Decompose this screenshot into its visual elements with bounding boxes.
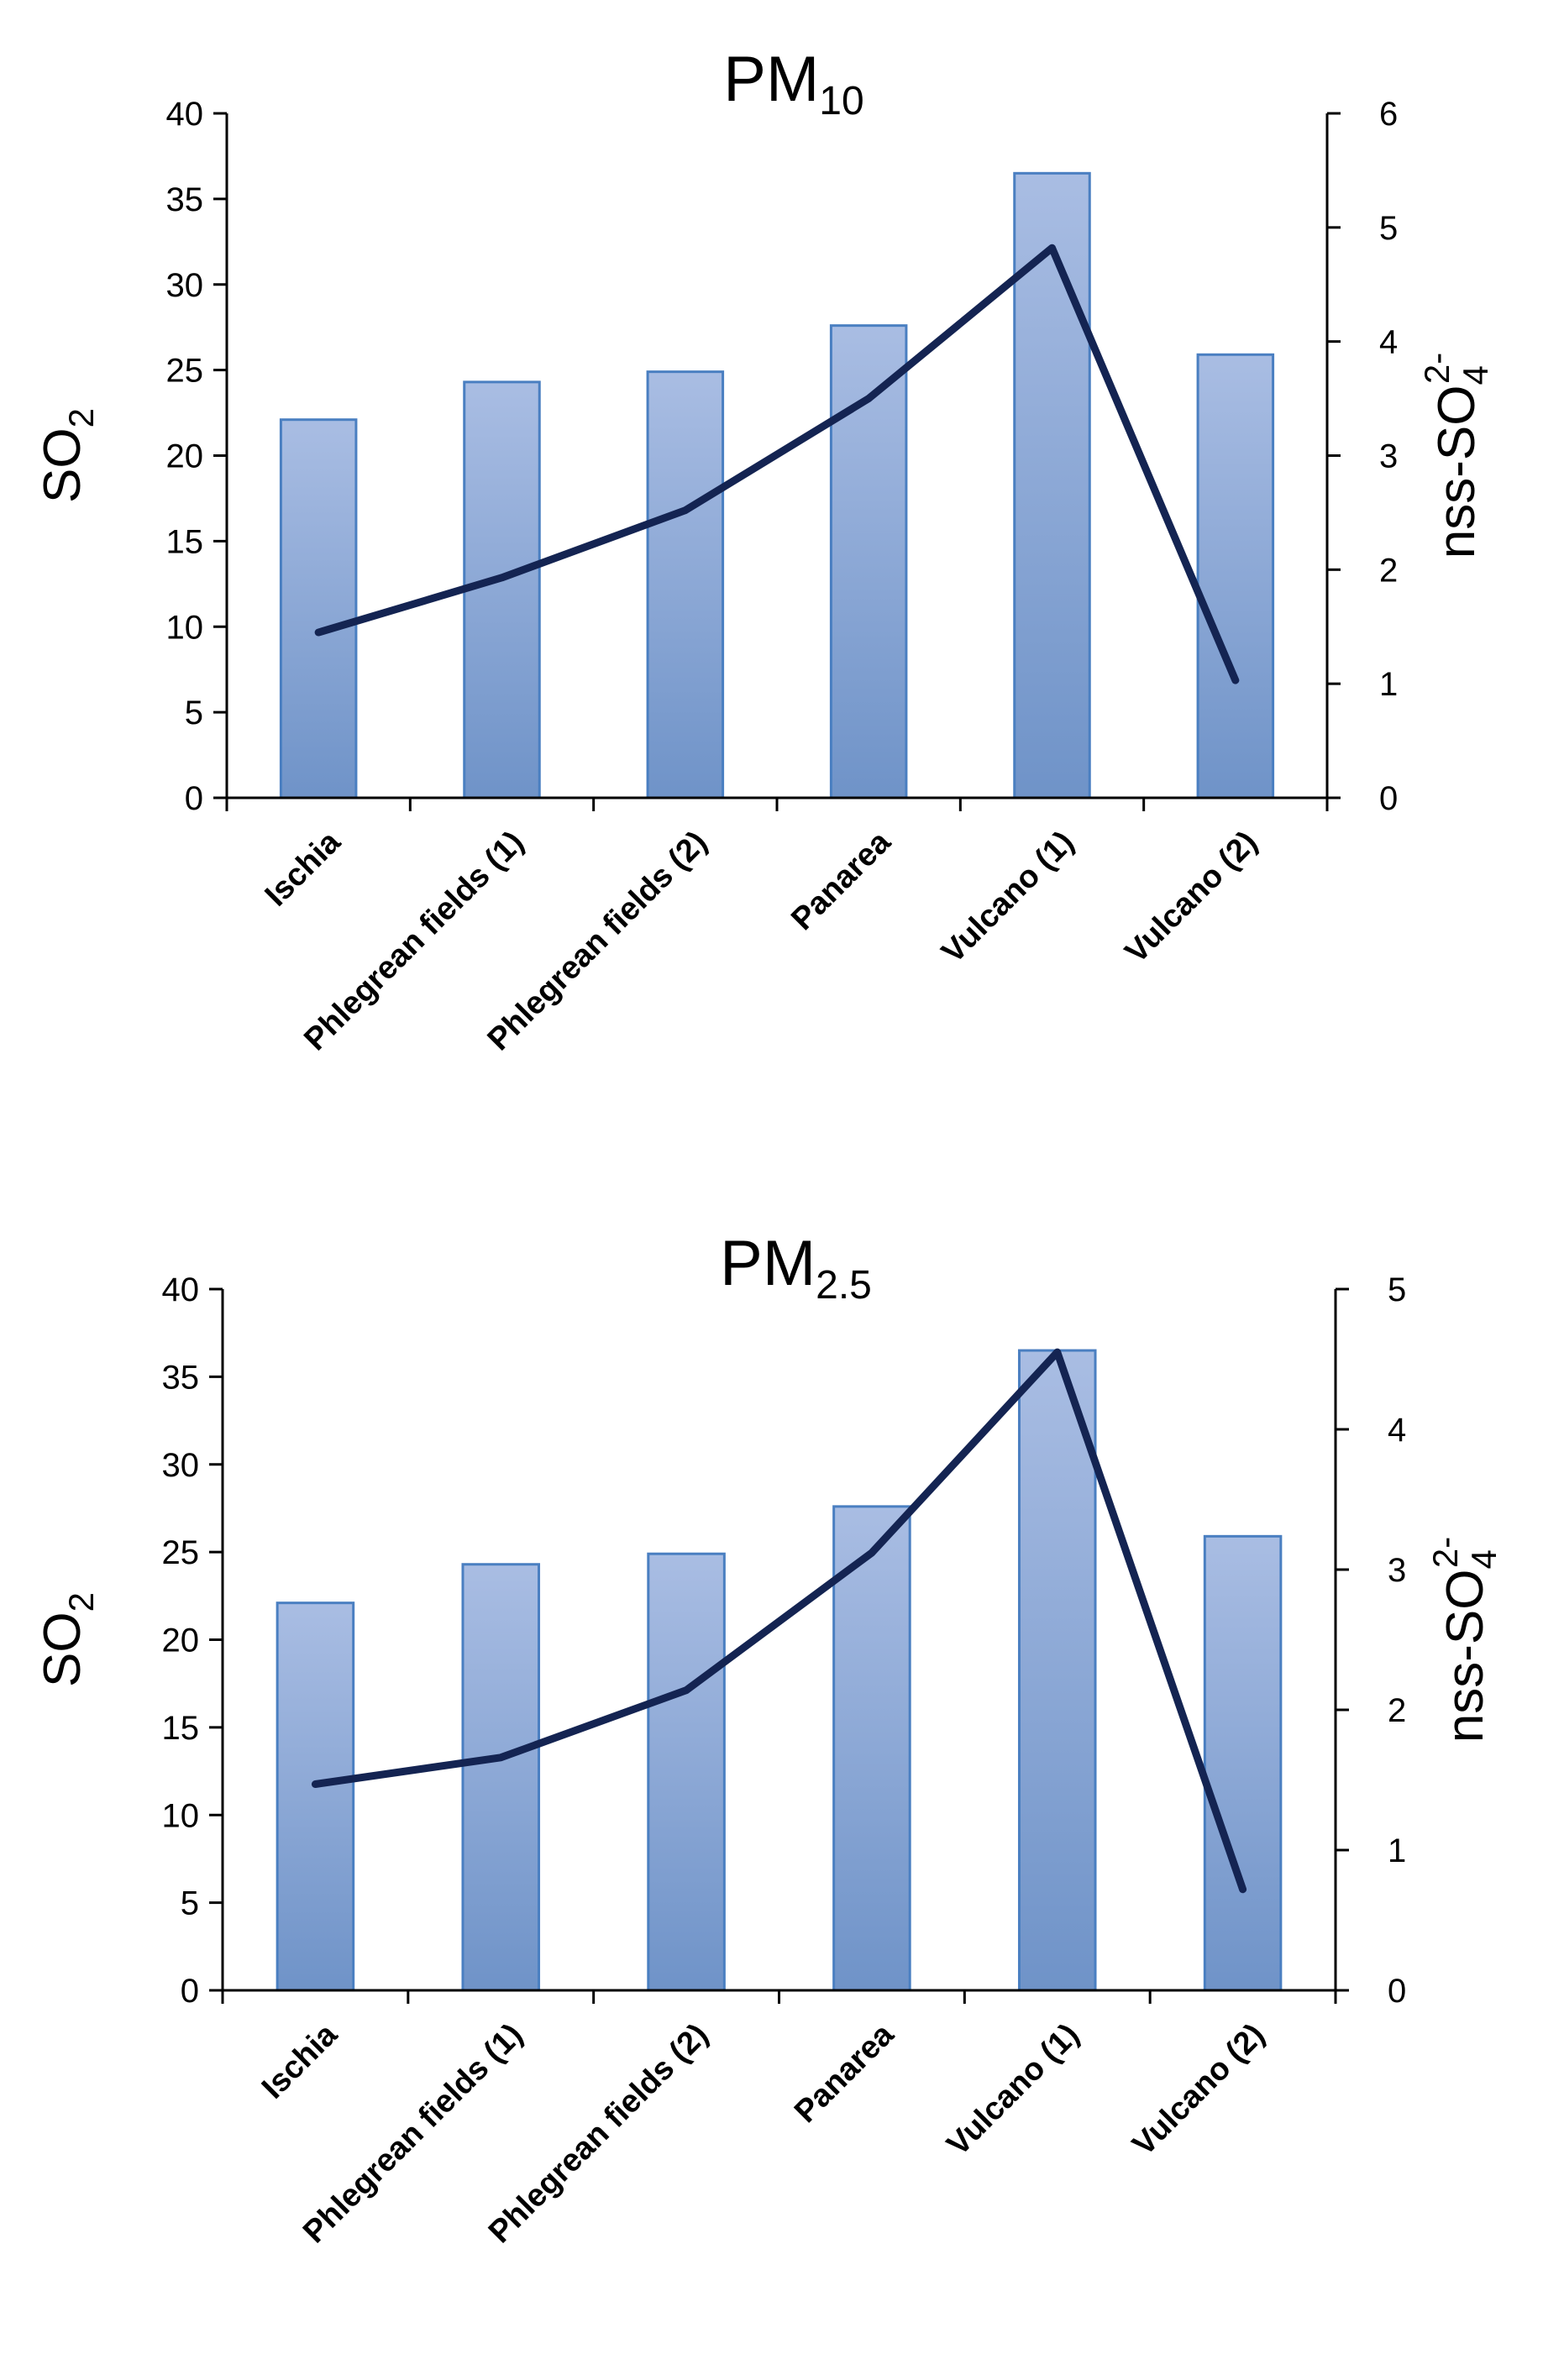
category-label: Vulcano (2) [1126, 2017, 1272, 2163]
bar-4 [832, 1505, 911, 1992]
right-axis-title: nss-SO42- [1425, 1537, 1504, 1743]
left-tick-label: 40 [166, 96, 204, 133]
right-axis-title-main: nss-SO [1436, 1570, 1494, 1743]
bar-1 [279, 418, 358, 799]
chart-title: PM10 [723, 44, 863, 123]
left-tick-label: 20 [162, 1622, 200, 1659]
category-label: Vulcano (1) [941, 2017, 1087, 2163]
bar-4 [829, 324, 908, 799]
bar-1 [276, 1602, 355, 1992]
left-tick-label: 25 [162, 1534, 200, 1571]
right-axis-title-superscript: 2- [1425, 1537, 1465, 1568]
right-axis-title-subscript: 4 [1456, 365, 1495, 385]
right-tick-label: 3 [1388, 1552, 1406, 1589]
right-axis-title-subscript: 4 [1464, 1549, 1504, 1569]
left-axis-title-main: SO [34, 427, 92, 503]
chart-title-main: PM [723, 44, 819, 115]
right-tick-label: 1 [1379, 666, 1398, 703]
left-tick-label: 40 [162, 1271, 200, 1308]
left-tick-label: 10 [166, 609, 204, 646]
right-tick-label: 0 [1379, 780, 1398, 817]
left-tick-label: 0 [185, 780, 203, 817]
right-axis-title-superscript: 2- [1417, 353, 1456, 384]
left-tick-label: 35 [162, 1359, 200, 1396]
left-axis-title-main: SO [34, 1612, 92, 1687]
right-tick-label: 6 [1379, 96, 1398, 133]
right-tick-label: 4 [1379, 324, 1398, 361]
chart-2: PM2.50510152025303540012345IschiaPhlegre… [34, 1228, 1504, 2250]
left-tick-label: 30 [166, 267, 204, 304]
chart-title-subscript: 10 [819, 79, 863, 123]
left-axis-title-subscript: 2 [61, 1592, 101, 1612]
right-tick-label: 1 [1388, 1832, 1406, 1869]
left-axis-title: SO2 [34, 1592, 101, 1687]
left-tick-label: 30 [162, 1447, 200, 1484]
bar-3 [646, 370, 725, 799]
right-tick-label: 2 [1388, 1692, 1406, 1729]
category-label: Panarea [788, 2016, 901, 2130]
right-tick-label: 3 [1379, 438, 1398, 475]
bar-2 [463, 380, 541, 799]
chart-1: PM1005101520253035400123456IschiaPhlegre… [34, 44, 1495, 1057]
left-tick-label: 15 [162, 1710, 200, 1747]
right-tick-label: 5 [1388, 1271, 1406, 1308]
category-label: Vulcano (2) [1119, 825, 1265, 971]
category-label: Panarea [785, 824, 898, 937]
bar-6 [1196, 353, 1275, 799]
right-tick-label: 2 [1379, 552, 1398, 589]
bar-5 [1013, 171, 1091, 799]
chart-title: PM2.5 [720, 1228, 872, 1308]
right-tick-label: 4 [1388, 1412, 1406, 1449]
left-tick-label: 5 [185, 695, 203, 731]
chart-title-main: PM [720, 1228, 816, 1299]
right-tick-label: 5 [1379, 210, 1398, 247]
left-axis-title: SO2 [34, 408, 101, 503]
right-tick-label: 0 [1388, 1973, 1406, 2010]
nss-so4-line [311, 1348, 1247, 1894]
left-tick-label: 5 [181, 1885, 199, 1922]
chart-title-subscript: 2.5 [816, 1263, 872, 1308]
left-tick-label: 25 [166, 353, 204, 390]
left-tick-label: 0 [181, 1973, 199, 2010]
right-axis-title-main: nss-SO [1428, 385, 1486, 559]
left-tick-label: 35 [166, 181, 204, 218]
bar-6 [1203, 1534, 1283, 1992]
left-tick-label: 15 [166, 523, 204, 560]
category-label: Ischia [255, 2016, 344, 2105]
bar-2 [461, 1563, 541, 1992]
left-tick-label: 20 [166, 438, 204, 475]
left-axis-title-subscript: 2 [61, 408, 101, 427]
nss-so4-line [314, 244, 1240, 684]
right-axis-title: nss-SO42- [1417, 353, 1495, 558]
category-label: Vulcano (1) [935, 825, 1081, 971]
bar-3 [647, 1552, 726, 1992]
bar-5 [1017, 1349, 1097, 1992]
left-tick-label: 10 [162, 1797, 200, 1834]
category-label: Ischia [259, 824, 348, 913]
